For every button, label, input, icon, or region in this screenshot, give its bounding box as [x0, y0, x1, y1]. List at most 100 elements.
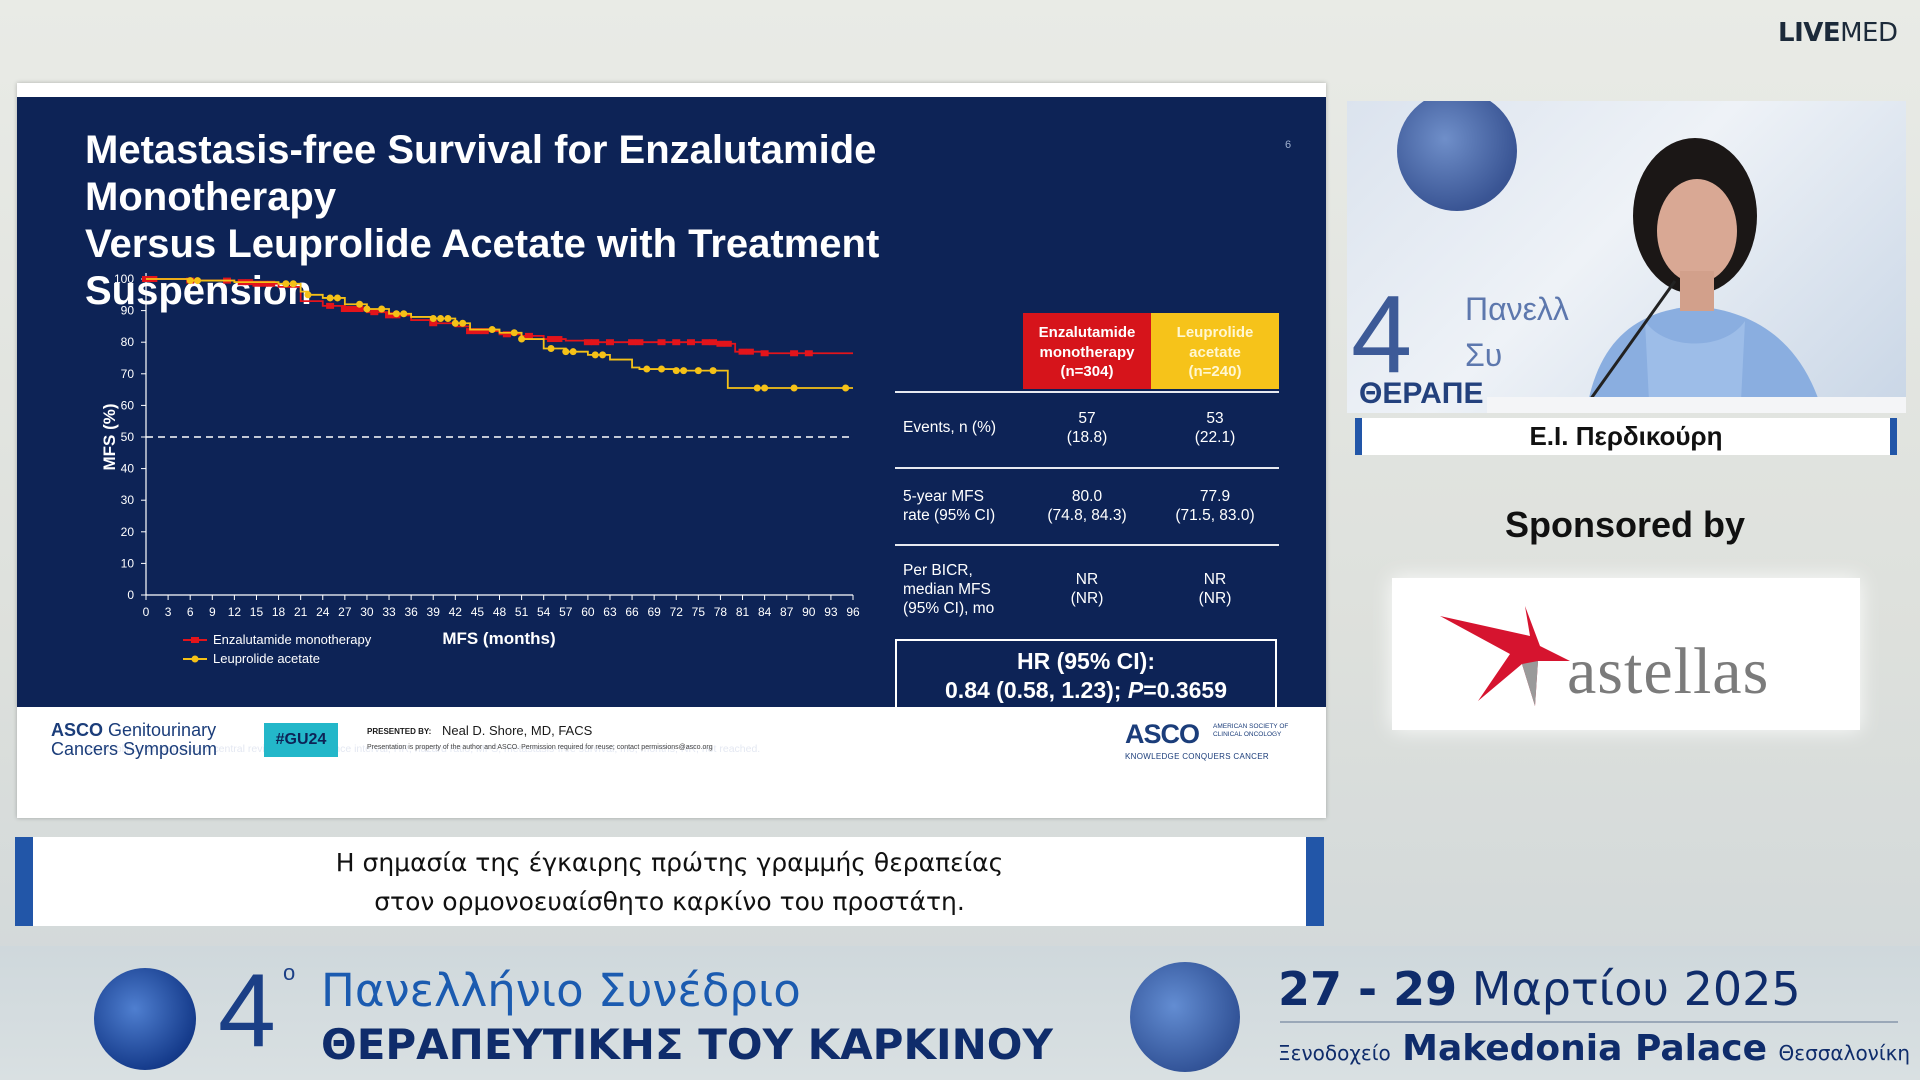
- presented-by-label: PRESENTED BY:: [367, 727, 432, 736]
- legend-marker: [191, 637, 199, 643]
- banner-congress-name: Πανελλήνιο Συνέδριο: [321, 964, 801, 1017]
- censor-mark: [657, 339, 666, 346]
- x-tick-label: 48: [493, 605, 507, 619]
- x-tick-label: 63: [603, 605, 617, 619]
- globe-graphic: [1397, 101, 1517, 211]
- congress-banner: 4 ο Πανελλήνιο Συνέδριο ΘΕΡΑΠΕΥΤΙΚΗΣ ΤΟΥ…: [0, 946, 1920, 1080]
- legend-label: Enzalutamide monotherapy: [213, 632, 372, 647]
- banner-congress-subject: ΘΕΡΑΠΕΥΤΙΚΗΣ ΤΟΥ ΚΑΡΚΙΝΟΥ: [321, 1020, 1053, 1069]
- censor-mark: [518, 335, 526, 343]
- censor-mark: [547, 345, 555, 353]
- censor-mark: [658, 365, 666, 373]
- censor-mark: [716, 340, 725, 347]
- censor-mark: [554, 336, 563, 343]
- censor-mark: [326, 294, 334, 302]
- censor-mark: [628, 339, 637, 346]
- censor-mark: [745, 348, 754, 355]
- censor-mark: [723, 340, 732, 347]
- censor-mark: [194, 277, 202, 285]
- y-tick-label: 70: [121, 367, 135, 381]
- y-axis-label: MFS (%): [100, 403, 119, 470]
- censor-mark: [267, 280, 276, 287]
- podium: [1487, 397, 1906, 413]
- x-tick-label: 33: [382, 605, 396, 619]
- banner-ordinal: ο: [283, 960, 296, 985]
- banner-venue: Ξενοδοχείο Makedonia Palace Θεσσαλονίκη: [1278, 1028, 1911, 1069]
- censor-mark: [694, 367, 702, 375]
- caption-box: Η σημασία της έγκαιρης πρώτης γραμμής θε…: [15, 837, 1324, 926]
- asco-tagline: KNOWLEDGE CONQUERS CANCER: [1125, 752, 1269, 761]
- censor-mark: [790, 384, 798, 392]
- x-tick-label: 0: [143, 605, 150, 619]
- censor-mark: [340, 306, 349, 313]
- censor-mark: [591, 351, 599, 359]
- km-curve-enzalutamide: [146, 278, 853, 355]
- censor-mark: [701, 339, 710, 346]
- x-tick-label: 18: [272, 605, 286, 619]
- x-tick-label: 60: [581, 605, 595, 619]
- censor-mark: [480, 328, 489, 335]
- censor-mark: [686, 339, 695, 346]
- censor-mark: [466, 328, 475, 335]
- legend-marker: [191, 655, 199, 663]
- globe-graphic: [1130, 962, 1240, 1072]
- censor-mark: [348, 306, 357, 313]
- x-tick-label: 21: [294, 605, 308, 619]
- censor-mark: [282, 280, 290, 288]
- x-tick-label: 45: [471, 605, 485, 619]
- censor-mark: [680, 367, 688, 375]
- censor-mark: [385, 312, 394, 319]
- x-tick-label: 15: [250, 605, 264, 619]
- censor-mark: [790, 350, 799, 357]
- x-tick-label: 93: [824, 605, 838, 619]
- backdrop-text: Συ: [1465, 337, 1503, 373]
- table-divider: [895, 391, 1279, 393]
- censor-mark: [392, 310, 400, 318]
- slide-page-number: 6: [1285, 139, 1292, 151]
- censor-mark: [753, 384, 761, 392]
- table-header-enzalutamide: Enzalutamide monotherapy (n=304): [1023, 313, 1151, 389]
- censor-mark: [760, 350, 769, 357]
- censor-mark: [459, 319, 467, 327]
- x-tick-label: 54: [537, 605, 551, 619]
- censor-mark: [259, 280, 268, 287]
- x-tick-label: 90: [802, 605, 816, 619]
- x-tick-label: 69: [647, 605, 661, 619]
- censor-mark: [252, 280, 261, 287]
- x-tick-label: 27: [338, 605, 352, 619]
- censor-mark: [502, 331, 511, 338]
- censor-mark: [333, 294, 341, 302]
- censor-mark: [444, 315, 452, 322]
- banner-divider: [1280, 1021, 1898, 1023]
- caption-line: στον ορμονοευαίσθητο καρκίνο του προστάτ…: [374, 887, 965, 916]
- censor-mark: [363, 305, 371, 313]
- censor-mark: [547, 336, 556, 343]
- astellas-star-icon: [1440, 606, 1570, 706]
- y-tick-label: 0: [127, 588, 134, 602]
- km-curve-leuprolide: [146, 278, 853, 389]
- table-divider: [895, 544, 1279, 546]
- astellas-wordmark: astellas: [1567, 635, 1770, 708]
- censor-mark: [804, 350, 813, 357]
- censor-mark: [524, 332, 533, 339]
- censor-mark: [326, 302, 335, 309]
- censor-mark: [709, 339, 718, 346]
- y-tick-label: 20: [121, 525, 135, 539]
- censor-mark: [186, 277, 194, 285]
- backdrop-text: Πανελλ: [1465, 291, 1569, 327]
- x-tick-label: 36: [404, 605, 418, 619]
- x-tick-label: 75: [692, 605, 706, 619]
- x-tick-label: 24: [316, 605, 330, 619]
- censor-mark: [451, 319, 459, 327]
- asco-gu-symposium-logo: ASCO Genitourinary Cancers Symposium: [51, 720, 218, 759]
- table-header-leuprolide: Leuprolide acetate (n=240): [1151, 313, 1279, 389]
- censor-mark: [429, 315, 437, 322]
- slide-title: Metastasis-free Survival for Enzalutamid…: [85, 128, 880, 313]
- censor-mark: [583, 339, 592, 346]
- slide-body: Metastasis-free Survival for Enzalutamid…: [17, 97, 1326, 755]
- censor-mark: [289, 280, 297, 288]
- y-tick-label: 50: [121, 430, 135, 444]
- presenter-name: Neal D. Shore, MD, FACS: [442, 723, 593, 738]
- x-tick-label: 84: [758, 605, 772, 619]
